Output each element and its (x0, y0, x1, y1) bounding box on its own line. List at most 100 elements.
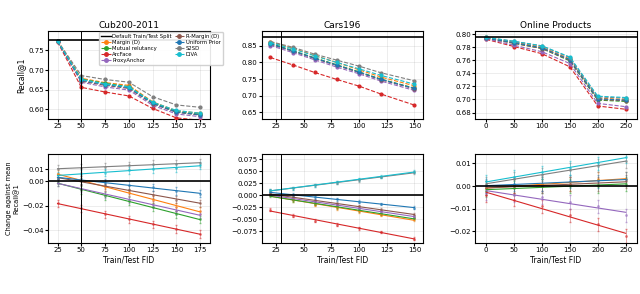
Point (376, 211, 387, 216)
Point (265, 191, 275, 196)
Point (621, 179, 631, 184)
Point (148, 192, 158, 197)
Point (124, 188, 134, 192)
Point (52, 167, 63, 171)
Point (410, 236, 420, 241)
Point (376, 208, 387, 212)
Point (195, 161, 205, 165)
Point (195, 232, 205, 236)
Point (172, 205, 182, 209)
Point (332, 181, 342, 185)
Point (76, 206, 86, 211)
Point (376, 202, 387, 206)
Point (376, 230, 387, 234)
Point (481, 186, 492, 191)
Point (376, 174, 387, 179)
Point (481, 186, 492, 191)
Point (265, 193, 275, 197)
Legend: Default Train/Test Split, Margin (D), Mutual relutancy, ArcFace, ProxyAnchor, R-: Default Train/Test Split, Margin (D), Mu… (99, 32, 223, 65)
Point (76, 172, 86, 176)
Point (593, 184, 603, 188)
Point (76, 178, 86, 182)
Point (310, 200, 320, 204)
Point (332, 203, 342, 207)
Point (593, 163, 603, 168)
Point (537, 195, 547, 200)
Point (509, 184, 519, 188)
Y-axis label: Change against mean
Recall@1: Change against mean Recall@1 (6, 162, 20, 235)
Point (376, 209, 387, 214)
Y-axis label: Recall@1: Recall@1 (16, 57, 26, 93)
Point (172, 166, 182, 170)
Point (148, 222, 158, 226)
X-axis label: Train/Test FID: Train/Test FID (103, 255, 154, 265)
Point (76, 179, 86, 184)
Point (593, 179, 603, 184)
Point (52, 180, 63, 185)
Point (100, 212, 110, 217)
Point (172, 212, 182, 217)
Point (52, 176, 63, 181)
Point (172, 162, 182, 166)
Point (195, 212, 205, 217)
Point (410, 214, 420, 219)
Point (332, 222, 342, 227)
Point (537, 181, 547, 186)
Point (52, 201, 63, 206)
X-axis label: Train/Test FID: Train/Test FID (317, 255, 368, 265)
Point (509, 186, 519, 191)
Point (124, 168, 134, 173)
Point (509, 177, 519, 182)
Point (124, 190, 134, 195)
Point (124, 197, 134, 202)
Point (509, 175, 519, 179)
Point (148, 167, 158, 171)
Point (621, 154, 631, 159)
Point (76, 186, 86, 191)
Point (564, 181, 575, 186)
Point (621, 177, 631, 182)
Point (100, 192, 110, 197)
Title: Online Products: Online Products (520, 21, 591, 30)
Point (52, 175, 63, 180)
Point (310, 203, 320, 207)
Point (100, 171, 110, 175)
Point (265, 190, 275, 195)
Point (172, 208, 182, 213)
Point (52, 172, 63, 176)
Point (310, 198, 320, 203)
Point (376, 212, 387, 217)
Point (593, 161, 603, 166)
Point (537, 181, 547, 186)
Point (621, 177, 631, 182)
Point (195, 217, 205, 222)
Point (564, 184, 575, 188)
Point (332, 206, 342, 211)
Point (481, 181, 492, 186)
Point (410, 170, 420, 175)
Point (564, 181, 575, 186)
Point (564, 166, 575, 170)
Point (265, 208, 275, 212)
Point (354, 199, 364, 204)
Point (332, 197, 342, 201)
X-axis label: Train/Test FID: Train/Test FID (531, 255, 582, 265)
Point (100, 194, 110, 198)
Point (172, 189, 182, 193)
Point (621, 159, 631, 163)
Point (354, 206, 364, 211)
Point (172, 227, 182, 231)
Point (593, 177, 603, 182)
Point (287, 198, 298, 203)
Point (509, 181, 519, 186)
Point (410, 206, 420, 210)
Point (287, 186, 298, 191)
Point (124, 217, 134, 222)
Point (76, 166, 86, 170)
Point (621, 233, 631, 238)
Point (76, 178, 86, 182)
Point (265, 188, 275, 193)
Point (100, 183, 110, 187)
Point (148, 197, 158, 202)
Point (148, 202, 158, 207)
